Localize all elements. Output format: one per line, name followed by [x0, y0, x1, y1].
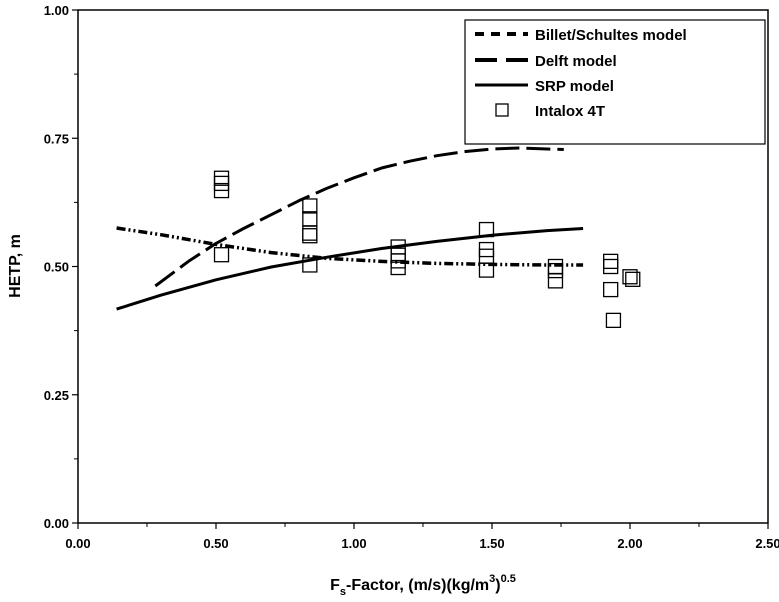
intalox-data-point: [603, 258, 619, 275]
x-tick-label: 1.00: [341, 536, 366, 551]
y-tick-label: 1.00: [44, 3, 69, 18]
x-tick-label: 1.50: [479, 536, 504, 551]
intalox-data-point: [213, 247, 230, 263]
legend-label-srp: SRP model: [535, 78, 614, 95]
legend-label-delft: Delft model: [535, 53, 617, 70]
y-tick-label: 0.50: [44, 260, 69, 275]
billet-schultes-curve: [116, 226, 584, 267]
intalox-data-point: [603, 281, 619, 298]
x-tick-label: 2.50: [755, 536, 779, 551]
intalox-data-point: [302, 198, 318, 214]
axis-ticks: 0.00 0.50 1.00 1.50 2.00 2.50 0.00 0.25 0.50 0.75…: [44, 3, 779, 551]
intalox-data-point: [213, 182, 230, 199]
srp-curve: [116, 227, 584, 311]
x-tick-label: 0.00: [65, 536, 90, 551]
intalox-data-point: [547, 273, 564, 289]
intalox-data-point: [302, 257, 318, 273]
delft-curve: [154, 146, 564, 288]
intalox-data-point: [302, 228, 318, 244]
intalox-data-point: [603, 253, 619, 270]
intalox-data-point: [302, 211, 318, 227]
x-tick-label: 2.00: [617, 536, 642, 551]
x-axis-title: Fs-Factor, (m/s)(kg/m3)0.5: [330, 573, 516, 598]
intalox-data-point: [478, 221, 495, 238]
intalox-data-point: [547, 262, 564, 279]
legend-label-intalox: Intalox 4T: [535, 103, 605, 120]
legend-marker-intalox: [495, 103, 509, 117]
y-tick-label: 0.00: [44, 516, 69, 531]
y-tick-label: 0.25: [44, 388, 69, 403]
y-tick-label: 0.75: [44, 131, 69, 146]
legend: Billet/Schultes model Delft model SRP mo…: [464, 19, 766, 145]
intalox-data-point: [390, 259, 406, 276]
intalox-markers: [213, 170, 641, 329]
intalox-data-point: [625, 271, 641, 287]
legend-box: [464, 19, 766, 145]
legend-label-billet: Billet/Schultes model: [535, 27, 687, 44]
intalox-data-point: [605, 312, 622, 329]
y-axis-title: HETP, m: [7, 234, 24, 298]
intalox-data-point: [478, 262, 495, 278]
series-lines: [116, 146, 584, 311]
intalox-data-point: [622, 269, 638, 285]
x-tick-label: 0.50: [203, 536, 228, 551]
